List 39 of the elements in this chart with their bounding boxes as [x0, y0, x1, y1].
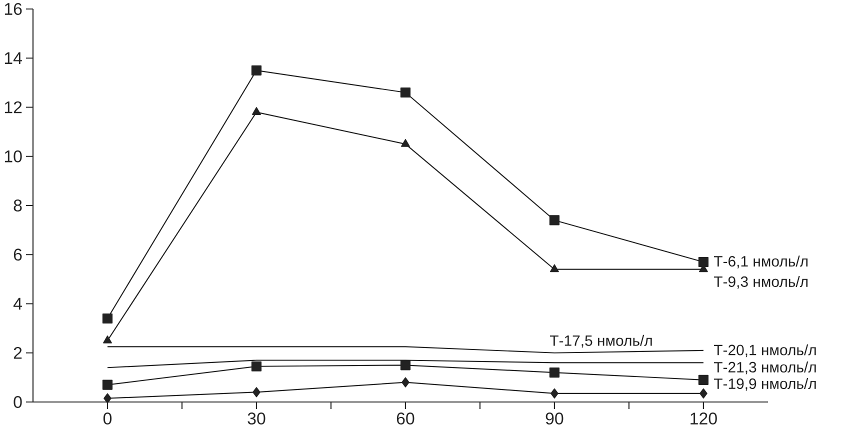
point: [700, 388, 708, 398]
point: [102, 313, 113, 324]
point: [402, 377, 410, 388]
point: [400, 87, 411, 98]
y-tick-label: 4: [13, 298, 22, 310]
point: [252, 107, 261, 115]
point: [251, 65, 262, 76]
point: [550, 264, 559, 272]
y-tick-label: 8: [14, 200, 22, 212]
point: [103, 336, 112, 344]
x-tick-label: 90: [546, 412, 564, 425]
y-tick-label: 0: [14, 396, 22, 408]
series-label: Т-9,3 нмоль/л: [714, 276, 808, 289]
series-label: Т-17,5 нмоль/л: [550, 334, 652, 348]
point: [698, 374, 708, 385]
y-tick-label: 6: [14, 248, 22, 261]
series-label: Т-21,3 нмоль/л: [714, 362, 816, 374]
point: [550, 388, 558, 398]
series-label: Т-19,9 нмоль/л: [714, 378, 816, 391]
y-tick-label: 16: [4, 3, 22, 15]
point: [698, 256, 708, 268]
y-tick-label: 14: [4, 52, 22, 64]
point: [400, 360, 411, 370]
point: [549, 367, 560, 378]
point: [102, 380, 113, 390]
x-tick-label: 60: [396, 412, 414, 425]
point: [252, 387, 260, 398]
point: [549, 215, 560, 226]
series-label: Т-20,1 нмоль/л: [714, 344, 816, 358]
y-tick-label: 10: [4, 150, 22, 162]
point: [401, 139, 410, 147]
point: [104, 393, 112, 404]
x-tick-label: 120: [690, 412, 717, 425]
x-tick-label: 0: [103, 412, 112, 425]
y-tick-label: 2: [14, 346, 22, 359]
x-tick-label: 30: [248, 412, 266, 425]
point: [251, 361, 262, 372]
series-label: Т-6,1 нмоль/л: [714, 256, 808, 268]
y-tick-label: 12: [4, 101, 22, 114]
